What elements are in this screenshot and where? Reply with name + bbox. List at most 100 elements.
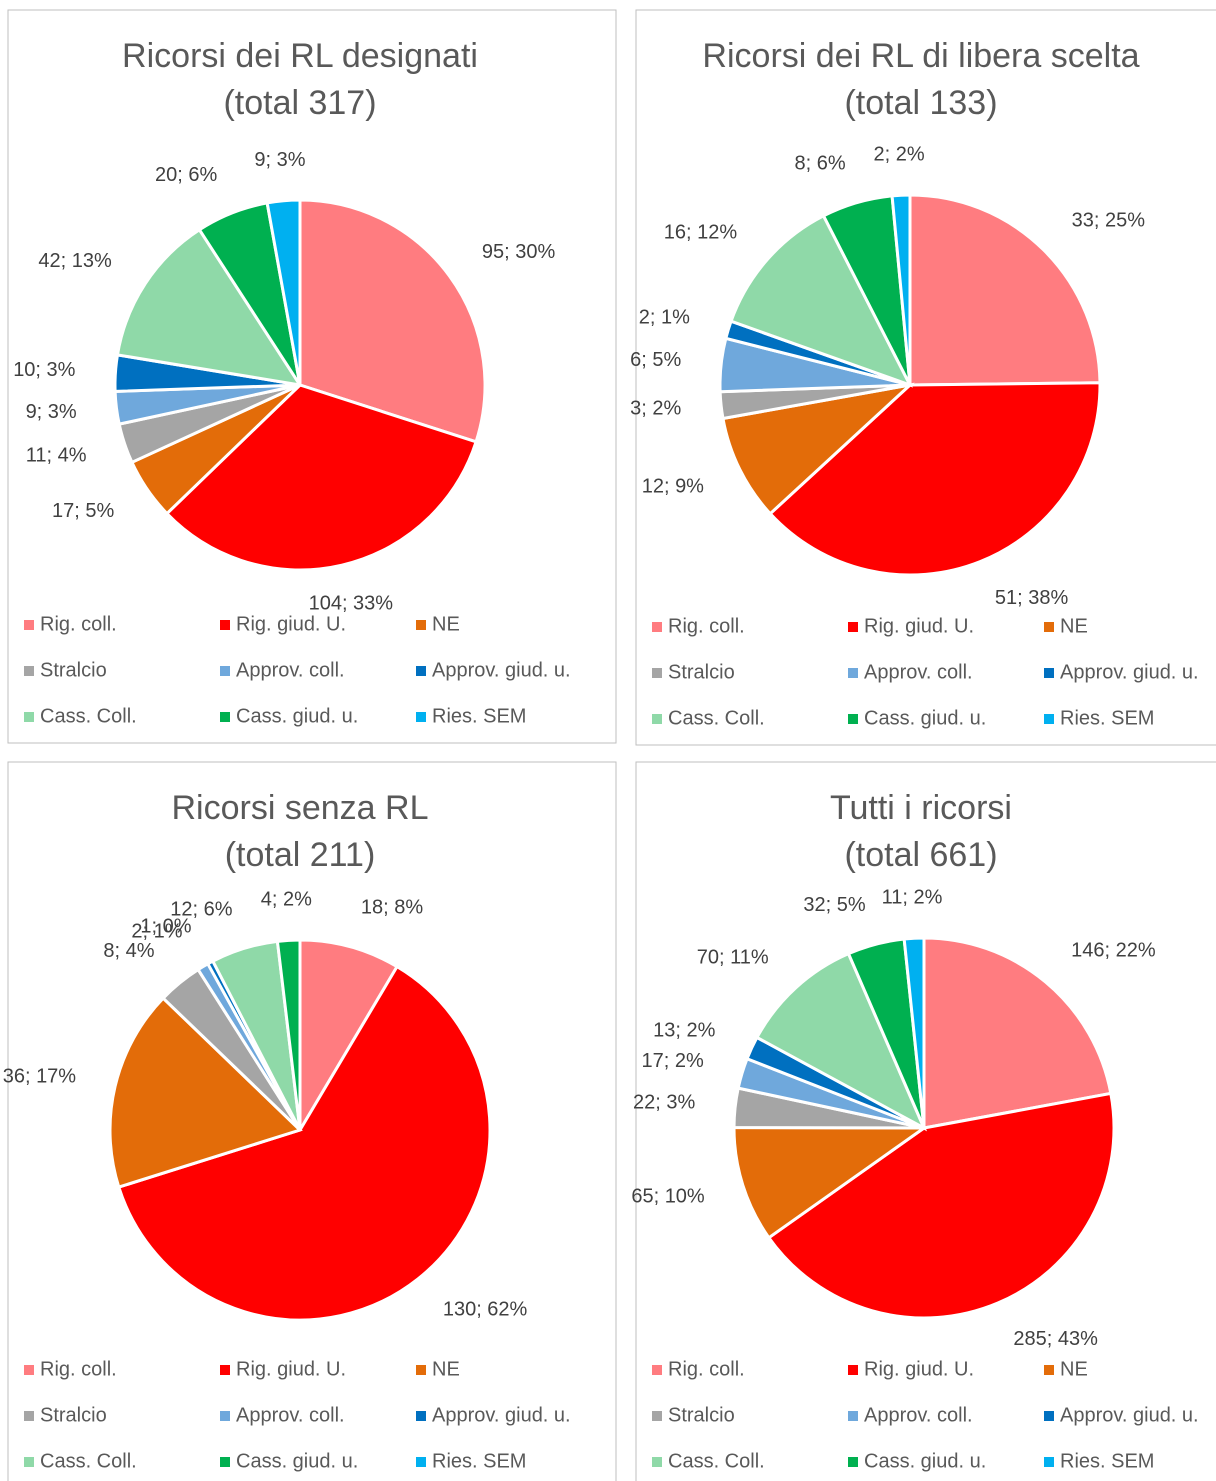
legend-swatch <box>416 620 426 630</box>
data-label: 9; 3% <box>254 149 305 171</box>
data-label: 12; 9% <box>642 476 704 498</box>
legend-label: Cass. giud. u. <box>236 705 358 727</box>
pie-slice <box>768 381 1102 577</box>
legend-swatch <box>848 668 858 678</box>
data-label: 285; 43% <box>1013 1328 1098 1350</box>
legend-label: NE <box>1060 615 1088 637</box>
chart-title: Ricorsi senza RL <box>172 789 429 827</box>
legend-label: Cass. Coll. <box>40 705 137 727</box>
legend-swatch <box>1044 1411 1054 1421</box>
legend-swatch <box>220 1411 230 1421</box>
legend-swatch <box>1044 622 1054 632</box>
legend-swatch <box>652 1411 662 1421</box>
data-label: 9; 3% <box>26 401 77 423</box>
legend-swatch <box>416 666 426 676</box>
pie-slice <box>721 382 915 516</box>
legend-swatch <box>1044 1457 1054 1467</box>
chart-title: Ricorsi dei RL designati <box>122 37 478 75</box>
legend-label: Cass. giud. u. <box>864 707 986 729</box>
pie-slice <box>729 213 914 388</box>
data-label: 6; 5% <box>630 349 681 371</box>
data-label: 11; 2% <box>882 887 943 909</box>
legend-swatch <box>848 1365 858 1375</box>
data-label: 2; 2% <box>874 144 925 166</box>
chart-subtitle: (total 211) <box>225 836 376 874</box>
legend-swatch <box>652 1365 662 1375</box>
legend-label: Stralcio <box>668 661 735 683</box>
legend-label: NE <box>1060 1358 1088 1380</box>
legend-label: Approv. coll. <box>236 659 345 681</box>
legend-swatch <box>416 1411 426 1421</box>
legend-label: Cass. giud. u. <box>864 1450 986 1472</box>
legend-label: Approv. coll. <box>236 1404 345 1426</box>
pie-slice <box>890 193 912 386</box>
legend-label: Stralcio <box>40 659 107 681</box>
chart-panel: Ricorsi dei RL designati (total 317) 95; 3… <box>7 9 617 744</box>
legend-label: NE <box>432 1358 460 1380</box>
legend-swatch <box>848 714 858 724</box>
legend-swatch <box>652 622 662 632</box>
legend-label: Cass. Coll. <box>40 1450 137 1472</box>
pie-slice <box>265 198 302 386</box>
data-label: 12; 6% <box>170 898 232 920</box>
chart-panel: Ricorsi dei RL di libera scelta (total 13… <box>630 9 1216 746</box>
legend-label: Approv. coll. <box>864 1404 973 1426</box>
chart-title: Ricorsi dei RL di libera scelta <box>702 37 1139 75</box>
legend-swatch <box>416 1457 426 1467</box>
data-label: 130; 62% <box>443 1299 528 1321</box>
data-label: 95; 30% <box>482 241 556 263</box>
data-label: 51; 38% <box>995 587 1069 609</box>
data-label: 4; 2% <box>261 889 312 911</box>
legend-swatch <box>848 1457 858 1467</box>
pie-slice <box>766 1091 1116 1320</box>
data-label: 36; 17% <box>3 1066 77 1088</box>
legend-label: Rig. giud. U. <box>236 1358 346 1380</box>
data-label: 13; 2% <box>653 1019 715 1041</box>
legend-swatch <box>652 668 662 678</box>
legend-label: Rig. giud. U. <box>236 613 346 635</box>
chart-subtitle: (total 661) <box>844 836 997 874</box>
pie-slice <box>108 996 303 1189</box>
legend-swatch <box>220 1457 230 1467</box>
legend-label: Cass. Coll. <box>668 1450 765 1472</box>
data-label: 2; 1% <box>131 921 182 943</box>
data-label: 17; 5% <box>52 500 114 522</box>
data-label: 70; 11% <box>697 947 769 969</box>
legend-swatch <box>220 666 230 676</box>
legend-label: Approv. coll. <box>864 661 973 683</box>
data-label: 65; 10% <box>631 1186 705 1208</box>
pie-slice <box>732 1126 929 1240</box>
data-label: 17; 2% <box>641 1050 703 1072</box>
legend-label: Ries. SEM <box>432 1450 526 1472</box>
pie-slice <box>115 227 304 388</box>
legend-swatch <box>848 622 858 632</box>
legend-label: Approv. giud. u. <box>432 659 571 681</box>
pie-slice <box>116 964 492 1322</box>
pie-slice <box>164 383 478 572</box>
legend-label: Cass. giud. u. <box>236 1450 358 1472</box>
legend-swatch <box>652 1457 662 1467</box>
data-label: 20; 6% <box>155 164 217 186</box>
data-label: 11; 4% <box>26 445 87 467</box>
data-label: 8; 6% <box>795 152 846 174</box>
legend-swatch <box>24 666 34 676</box>
legend-label: Ries. SEM <box>432 705 526 727</box>
chart-panel: Ricorsi senza RL (total 211) 18; 8% 130; 62… <box>3 761 617 1481</box>
legend-swatch <box>848 1411 858 1421</box>
legend-swatch <box>220 712 230 722</box>
legend-label: Stralcio <box>668 1404 735 1426</box>
legend-swatch <box>220 1365 230 1375</box>
legend-label: Rig. coll. <box>40 1358 117 1380</box>
data-label: 10; 3% <box>13 359 75 381</box>
legend-swatch <box>24 712 34 722</box>
data-label: 1; 0% <box>140 915 191 937</box>
legend-swatch <box>220 620 230 630</box>
legend-label: NE <box>432 613 460 635</box>
legend-swatch <box>24 1365 34 1375</box>
legend-swatch <box>416 1365 426 1375</box>
data-label: 3; 2% <box>630 398 681 420</box>
legend-swatch <box>652 714 662 724</box>
data-label: 8; 4% <box>103 940 154 962</box>
legend-label: Ries. SEM <box>1060 707 1154 729</box>
